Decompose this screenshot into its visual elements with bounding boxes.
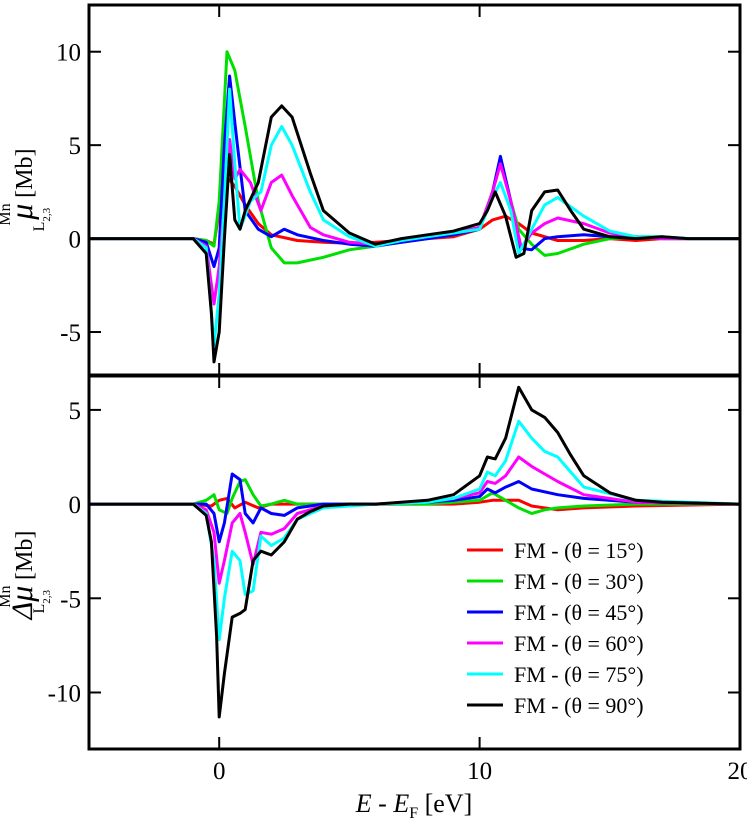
bottom-y-tick-label: 5: [69, 398, 82, 425]
x-tick-label: 20: [728, 758, 747, 785]
legend-label-1: FM - (θ = 15°): [514, 538, 644, 563]
top-series-line-2: [89, 50, 740, 265]
legend-label-4: FM - (θ = 60°): [514, 631, 644, 656]
top-y-tick-label: 0: [69, 227, 82, 254]
x-tick-label: 0: [213, 758, 226, 785]
top-panel: -5 0 5 10 μMnL2,3[Mb]: [0, 3, 742, 377]
legend-label-2: FM - (θ = 30°): [514, 569, 644, 594]
legend-label-6: FM - (θ = 90°): [514, 693, 644, 718]
top-series-line-5: [89, 87, 740, 347]
bottom-x-ticks: 0 10 20: [213, 376, 747, 785]
legend-label-3: FM - (θ = 45°): [514, 600, 644, 625]
bottom-series-line-2: [89, 478, 740, 515]
top-y-tick-label: 5: [69, 133, 82, 160]
top-series-line-6: [89, 104, 740, 364]
bottom-series-line-4: [89, 455, 740, 585]
bottom-series-line-5: [89, 419, 740, 642]
bottom-series-line-6: [89, 385, 740, 719]
top-series-line-4: [89, 138, 740, 306]
legend-label-5: FM - (θ = 75°): [514, 662, 644, 687]
top-y-tick-label: -5: [60, 320, 81, 347]
top-series-line-1: [89, 175, 740, 246]
top-series-group: [89, 50, 740, 364]
top-y-tick-label: 10: [56, 40, 81, 67]
top-y-ticks: -5 0 5 10: [56, 40, 740, 347]
bottom-panel-frame: [87, 374, 742, 751]
bottom-y-ticks: -10 -5 0 5: [48, 398, 740, 707]
bottom-series-group: [89, 385, 740, 719]
legend: FM - (θ = 15°) FM - (θ = 30°) FM - (θ = 45…: [467, 538, 644, 718]
bottom-y-tick-label: -5: [60, 586, 81, 613]
bottom-series-line-3: [89, 472, 740, 544]
bottom-y-tick-label: 0: [69, 492, 82, 519]
top-x-ticks: [218, 5, 741, 375]
x-axis-label: E - EF [eV]: [355, 789, 473, 822]
bottom-y-axis-label: ΔμMnL2,3[Mb]: [0, 531, 53, 621]
top-panel-frame: [87, 3, 742, 377]
bottom-panel: -10 -5 0 5 0 10 20 ΔμMnL2,3[Mb] FM - (θ = 15°…: [0, 374, 747, 785]
x-tick-label: 10: [467, 758, 492, 785]
top-y-axis-label: μMnL2,3[Mb]: [0, 149, 53, 232]
bottom-y-tick-label: -10: [48, 680, 81, 707]
